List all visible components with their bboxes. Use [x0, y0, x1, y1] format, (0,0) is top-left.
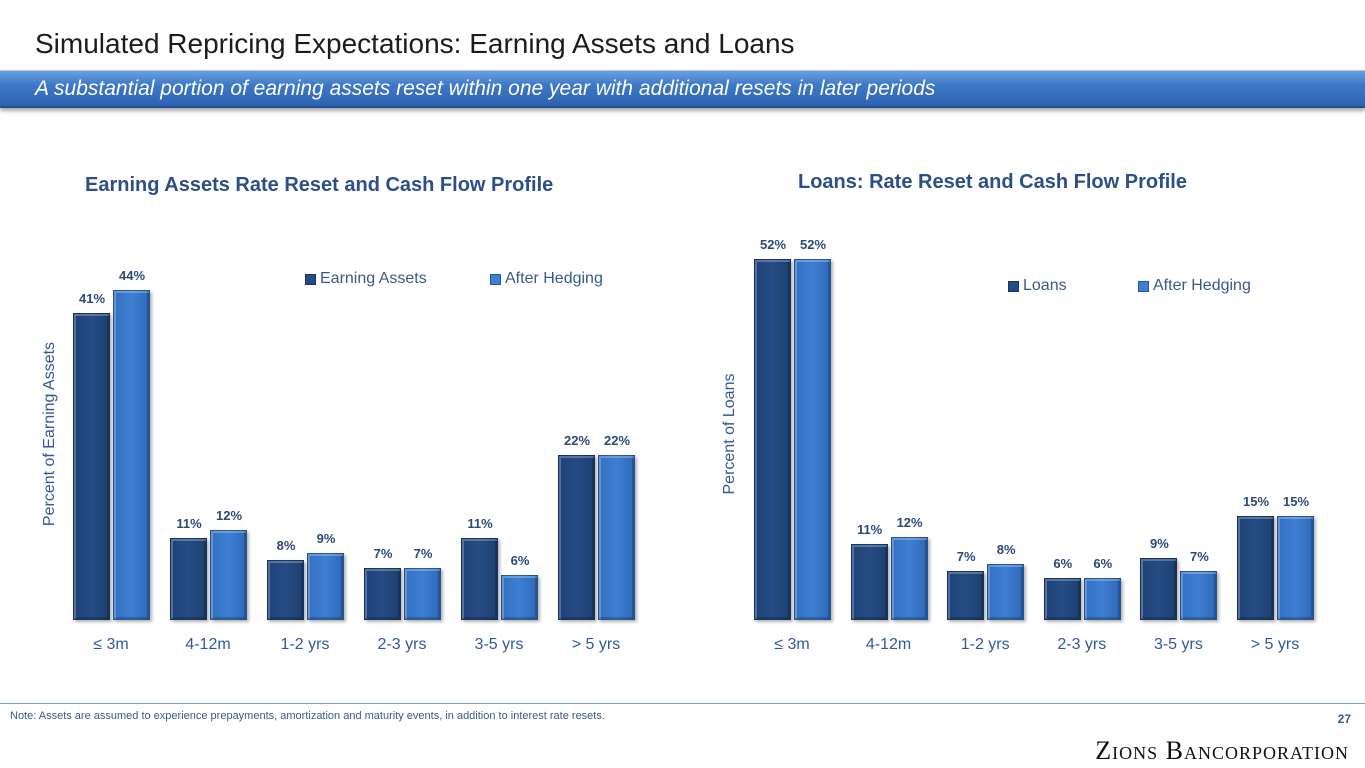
x-tick-label: 3-5 yrs	[474, 636, 524, 653]
legend-swatch	[305, 273, 316, 285]
x-tick-label: ≤ 3m	[93, 636, 129, 653]
bar-hedged	[987, 564, 1025, 620]
data-label: 15%	[1282, 493, 1310, 509]
bar-hedged	[307, 552, 344, 620]
y-axis-label-loans: Percent of Loans	[721, 373, 738, 495]
x-tick-label: 1-2 yrs	[280, 636, 330, 653]
legend-item: After Hedging	[1138, 277, 1251, 295]
data-label: 6%	[510, 553, 530, 569]
data-label: 7%	[1189, 549, 1209, 565]
footer-divider	[0, 703, 1365, 704]
x-tick-label: 1-2 yrs	[960, 636, 1010, 653]
legend-item: Earning Assets	[305, 270, 427, 288]
bar-primary	[558, 455, 595, 620]
bar-hedged	[404, 567, 441, 620]
data-label: 22%	[603, 433, 631, 449]
legend-swatch	[1138, 280, 1149, 292]
data-label: 52%	[759, 237, 787, 253]
bar-hedged	[794, 259, 831, 620]
data-label: 11%	[467, 515, 493, 531]
x-tick-label: 4-12m	[185, 636, 231, 653]
x-tick-label: > 5 yrs	[571, 636, 621, 653]
subtitle-banner: A substantial portion of earning assets …	[0, 70, 1365, 108]
x-tick-label: 4-12m	[865, 636, 912, 653]
legend-label: After Hedging	[505, 270, 603, 287]
legend-item: Loans	[1008, 277, 1067, 295]
data-label: 15%	[1242, 493, 1270, 509]
data-label: 6%	[1053, 556, 1073, 572]
page-number: 27	[1337, 712, 1351, 726]
bar-hedged	[890, 536, 928, 620]
bar-primary	[73, 312, 110, 620]
data-label: 7%	[373, 545, 393, 561]
data-label: 44%	[118, 268, 146, 284]
bar-hedged	[1180, 571, 1218, 620]
legend-swatch	[1008, 280, 1019, 292]
data-label: 22%	[563, 433, 591, 449]
bar-primary	[754, 259, 791, 620]
bar-primary	[1140, 557, 1178, 620]
bar-hedged	[1083, 578, 1121, 620]
zions-logo: Zions Bancorporation	[1095, 736, 1349, 765]
legend-item: After Hedging	[490, 270, 603, 288]
bar-primary	[364, 567, 401, 620]
data-label: 6%	[1093, 556, 1113, 572]
data-label: 9%	[316, 530, 336, 546]
x-tick-label: 2-3 yrs	[377, 636, 427, 653]
data-label: 41%	[78, 290, 106, 306]
data-label: 12%	[896, 514, 923, 530]
data-label: 7%	[413, 545, 433, 561]
bar-hedged	[113, 290, 150, 620]
data-label: 11%	[856, 521, 883, 537]
data-label: 8%	[276, 538, 296, 554]
x-tick-label: ≤ 3m	[774, 636, 810, 653]
data-label: 12%	[215, 508, 243, 524]
x-tick-label: 2-3 yrs	[1057, 636, 1107, 653]
subtitle: A substantial portion of earning assets …	[35, 77, 936, 100]
bar-primary	[267, 560, 304, 620]
chart-title-earning-assets: Earning Assets Rate Reset and Cash Flow …	[85, 174, 554, 196]
bar-hedged	[210, 530, 247, 620]
data-label: 9%	[1149, 535, 1169, 551]
bar-hedged	[501, 575, 538, 620]
legend-label: Loans	[1023, 277, 1067, 294]
x-tick-label: > 5 yrs	[1250, 636, 1300, 653]
bar-primary	[1237, 515, 1274, 620]
legend-label: After Hedging	[1153, 277, 1251, 294]
y-axis-label-earning-assets: Percent of Earning Assets	[41, 341, 58, 527]
bar-primary	[850, 543, 888, 620]
x-tick-label: 3-5 yrs	[1153, 636, 1203, 653]
bar-hedged	[598, 455, 635, 620]
data-label: 8%	[996, 542, 1016, 558]
legend-swatch	[490, 273, 501, 285]
data-label: 11%	[176, 515, 202, 531]
chart-title-loans: Loans: Rate Reset and Cash Flow Profile	[798, 171, 1187, 193]
footnote: Note: Assets are assumed to experience p…	[10, 710, 605, 722]
bar-primary	[1043, 578, 1081, 620]
data-label: 7%	[956, 549, 976, 565]
page-title: Simulated Repricing Expectations: Earnin…	[35, 28, 795, 59]
data-label: 52%	[799, 237, 827, 253]
bar-primary	[947, 571, 985, 620]
bar-hedged	[1277, 515, 1314, 620]
bar-primary	[170, 537, 207, 620]
legend-label: Earning Assets	[320, 270, 427, 287]
bar-primary	[461, 537, 498, 620]
